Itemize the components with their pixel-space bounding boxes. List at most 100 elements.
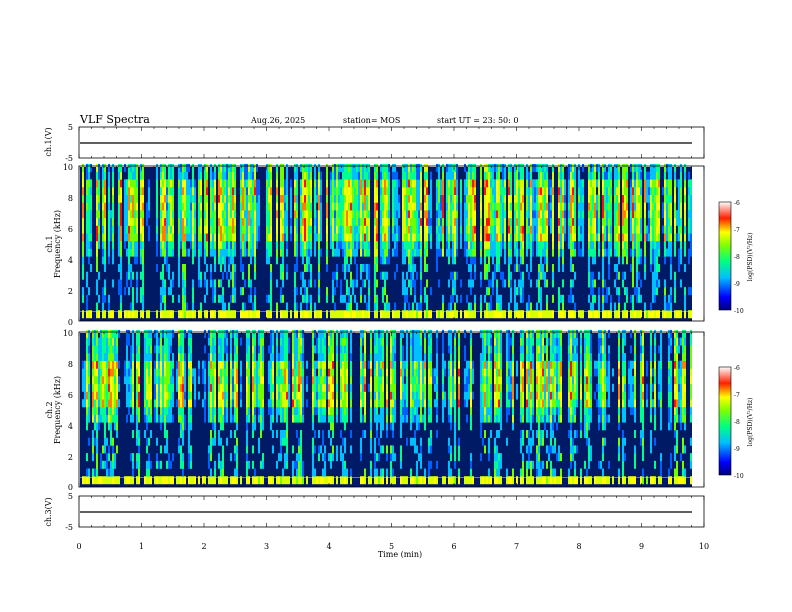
spectrogram-cell — [450, 302, 452, 311]
spectrogram-cell — [608, 310, 610, 319]
spectrogram-cell — [410, 202, 412, 211]
spectrogram-cell — [544, 248, 546, 257]
spectrogram-cell — [514, 179, 516, 188]
spectrogram-cell — [664, 248, 666, 257]
spectrogram-cell — [552, 225, 554, 234]
spectrogram-cell — [668, 171, 670, 180]
spectrogram-cell — [402, 171, 404, 180]
spectrogram-cell — [104, 287, 106, 296]
spectrogram-cell — [220, 383, 222, 392]
spectrogram-cell — [194, 248, 196, 257]
spectrogram-cell — [320, 187, 322, 196]
spectrogram-cell — [644, 171, 646, 180]
spectrogram-cell — [514, 264, 516, 273]
spectrogram-cell — [294, 399, 296, 408]
spectrogram-cell — [98, 225, 100, 234]
spectrogram-cell — [154, 414, 156, 423]
spectrogram-cell — [98, 179, 100, 188]
spectrogram-cell — [162, 391, 164, 400]
spectrogram-cell — [248, 329, 250, 338]
spectrogram-cell — [580, 225, 582, 234]
spectrogram-cell — [104, 171, 106, 180]
spectrogram-cell — [86, 210, 88, 219]
spectrogram-cell — [192, 368, 194, 377]
spectrogram-cell — [526, 217, 528, 226]
spectrogram-cell — [562, 163, 564, 172]
spectrogram-cell — [446, 225, 448, 234]
spectrogram-cell — [226, 248, 228, 257]
spectrogram-cell — [156, 437, 158, 446]
spectrogram-cell — [194, 202, 196, 211]
spectrogram-cell — [486, 179, 488, 188]
spectrogram-cell — [508, 194, 510, 203]
spectrogram-cell — [214, 422, 216, 431]
spectrogram-cell — [248, 337, 250, 346]
spectrogram-cell — [508, 240, 510, 249]
spectrogram-cell — [166, 399, 168, 408]
spectrogram-cell — [180, 391, 182, 400]
spectrogram-cell — [384, 287, 386, 296]
spectrogram-cell — [336, 217, 338, 226]
spectrogram-cell — [204, 279, 206, 288]
spectrogram-cell — [656, 217, 658, 226]
spectrogram-cell — [230, 329, 232, 338]
spectrogram-cell — [246, 476, 248, 485]
spectrogram-cell — [420, 248, 422, 257]
spectrogram-cell — [112, 225, 114, 234]
spectrogram-cell — [608, 287, 610, 296]
spectrogram-cell — [282, 391, 284, 400]
spectrogram-cell — [310, 187, 312, 196]
spectrogram-cell — [376, 217, 378, 226]
spectrogram-cell — [568, 217, 570, 226]
spectrogram-cell — [440, 233, 442, 242]
spectrogram-cell — [160, 171, 162, 180]
spectrogram-cell — [362, 217, 364, 226]
spectrogram-cell — [296, 217, 298, 226]
spectrogram-cell — [536, 179, 538, 188]
spectrogram-cell — [572, 217, 574, 226]
spectrogram-cell — [192, 210, 194, 219]
spectrogram-cell — [618, 256, 620, 265]
spectrogram-cell — [404, 240, 406, 249]
spectrogram-cell — [366, 163, 368, 172]
spectrogram-cell — [402, 225, 404, 234]
spectrogram-cell — [412, 271, 414, 280]
spectrogram-cell — [104, 163, 106, 172]
spectrogram-cell — [246, 414, 248, 423]
spectrogram-cell — [96, 279, 98, 288]
spectrogram-cell — [108, 453, 110, 462]
spectrogram-cell — [470, 256, 472, 265]
spectrogram-cell — [106, 468, 108, 477]
spectrogram-cell — [272, 430, 274, 439]
spectrogram-cell — [352, 217, 354, 226]
spectrogram-cell — [304, 225, 306, 234]
spectrogram-cell — [362, 240, 364, 249]
spectrogram-cell — [94, 437, 96, 446]
spectrogram-cell — [252, 179, 254, 188]
spectrogram-cell — [456, 163, 458, 172]
spectrogram-cell — [406, 225, 408, 234]
spectrogram-cell — [452, 210, 454, 219]
spectrogram-cell — [590, 233, 592, 242]
spectrogram-cell — [486, 202, 488, 211]
spectrogram-cell — [484, 194, 486, 203]
spectrogram-cell — [340, 210, 342, 219]
spectrogram-cell — [256, 391, 258, 400]
spectrogram-cell — [546, 225, 548, 234]
spectrogram-cell — [110, 210, 112, 219]
spectrogram-cell — [302, 187, 304, 196]
spectrogram-cell — [396, 264, 398, 273]
spectrogram-cell — [314, 329, 316, 338]
spectrogram-cell — [420, 225, 422, 234]
spectrogram-cell — [654, 179, 656, 188]
spectrogram-cell — [368, 310, 370, 319]
spectrogram-cell — [210, 240, 212, 249]
spectrogram-cell — [312, 476, 314, 485]
spectrogram-cell — [326, 287, 328, 296]
spectrogram-cell — [226, 337, 228, 346]
spectrogram-cell — [270, 345, 272, 354]
spectrogram-cell — [338, 225, 340, 234]
spectrogram-cell — [96, 376, 98, 385]
spectrogram-cell — [418, 194, 420, 203]
spectrogram-cell — [356, 279, 358, 288]
